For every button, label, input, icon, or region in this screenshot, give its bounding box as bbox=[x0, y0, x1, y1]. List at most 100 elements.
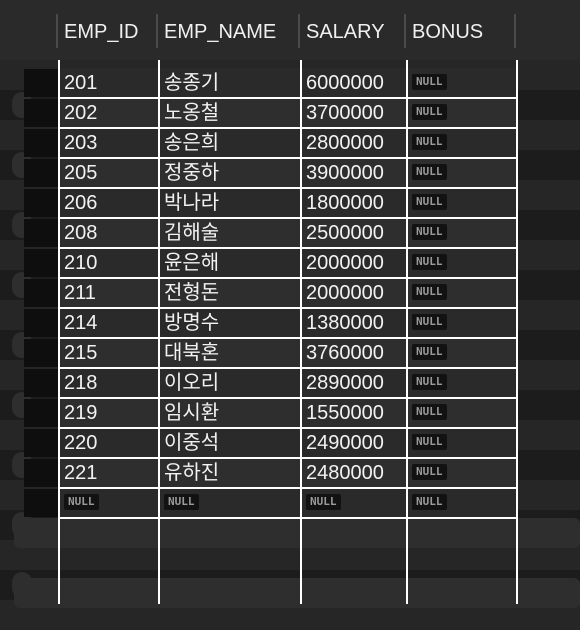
cell-emp-name[interactable]: 노옹철 bbox=[164, 102, 220, 124]
cell-salary[interactable]: 2000000 bbox=[306, 282, 384, 304]
table-row[interactable]: 205 정중하 3900000 NULL bbox=[58, 158, 518, 188]
table-row[interactable]: 219 임시환 1550000 NULL bbox=[58, 398, 518, 428]
empty-row-band bbox=[14, 518, 580, 548]
cell-salary[interactable]: 3700000 bbox=[306, 102, 384, 124]
row-selector[interactable] bbox=[24, 69, 58, 97]
cell-bonus[interactable]: NULL bbox=[406, 218, 516, 248]
cell-emp-name[interactable]: 김해술 bbox=[164, 222, 220, 244]
row-selector[interactable] bbox=[24, 489, 58, 517]
cell-salary[interactable]: 1380000 bbox=[306, 312, 384, 334]
cell-emp-id[interactable]: 220 bbox=[64, 432, 98, 454]
column-header-emp-id[interactable]: EMP_ID bbox=[64, 21, 139, 43]
row-selector[interactable] bbox=[24, 189, 58, 217]
cell-emp-id[interactable]: 215 bbox=[64, 342, 98, 364]
table-row[interactable]: 203 송은희 2800000 NULL bbox=[58, 128, 518, 158]
cell-bonus[interactable]: NULL bbox=[406, 428, 516, 458]
row-selector[interactable] bbox=[24, 369, 58, 397]
cell-bonus[interactable]: NULL bbox=[406, 128, 516, 158]
cell-emp-id[interactable]: 206 bbox=[64, 192, 98, 214]
cell-bonus[interactable]: NULL bbox=[406, 158, 516, 188]
cell-bonus[interactable]: NULL bbox=[406, 98, 516, 128]
cell-emp-name[interactable]: NULL bbox=[158, 488, 300, 518]
cell-bonus[interactable]: NULL bbox=[406, 68, 516, 98]
cell-bonus[interactable]: NULL bbox=[406, 248, 516, 278]
cell-salary[interactable]: NULL bbox=[300, 488, 406, 518]
cell-emp-id[interactable]: 203 bbox=[64, 132, 98, 154]
cell-emp-id[interactable]: 221 bbox=[64, 462, 98, 484]
cell-emp-id[interactable]: 219 bbox=[64, 402, 98, 424]
column-header-salary[interactable]: SALARY bbox=[306, 21, 385, 43]
cell-emp-id[interactable]: 210 bbox=[64, 252, 98, 274]
table-row[interactable]: 202 노옹철 3700000 NULL bbox=[58, 98, 518, 128]
row-selector[interactable] bbox=[24, 399, 58, 427]
cell-bonus[interactable]: NULL bbox=[406, 188, 516, 218]
cell-emp-name[interactable]: 임시환 bbox=[164, 402, 220, 424]
cell-bonus[interactable]: NULL bbox=[406, 368, 516, 398]
cell-emp-id[interactable]: 202 bbox=[64, 102, 98, 124]
cell-emp-name[interactable]: 이오리 bbox=[164, 372, 220, 394]
cell-bonus[interactable]: NULL bbox=[406, 308, 516, 338]
cell-emp-id[interactable]: 211 bbox=[64, 282, 96, 304]
cell-emp-name[interactable]: 정중하 bbox=[164, 162, 220, 184]
column-header-emp-name[interactable]: EMP_NAME bbox=[164, 21, 277, 43]
table-row[interactable]: 206 박나라 1800000 NULL bbox=[58, 188, 518, 218]
table-row[interactable]: 220 이중석 2490000 NULL bbox=[58, 428, 518, 458]
table-row[interactable]: 201 송종기 6000000 NULL bbox=[58, 68, 518, 98]
cell-salary[interactable]: 3760000 bbox=[306, 342, 384, 364]
column-separator[interactable] bbox=[404, 14, 406, 48]
cell-emp-id[interactable]: 208 bbox=[64, 222, 98, 244]
table-row[interactable]: 221 유하진 2480000 NULL bbox=[58, 458, 518, 488]
cell-emp-name[interactable]: 송은희 bbox=[164, 132, 220, 154]
table-row[interactable]: 214 방명수 1380000 NULL bbox=[58, 308, 518, 338]
cell-emp-name[interactable]: 유하진 bbox=[164, 462, 220, 484]
cell-bonus[interactable]: NULL bbox=[406, 398, 516, 428]
table-row[interactable]: 208 김해술 2500000 NULL bbox=[58, 218, 518, 248]
cell-emp-name[interactable]: 대북혼 bbox=[164, 342, 220, 364]
table-row[interactable]: 211 전형돈 2000000 NULL bbox=[58, 278, 518, 308]
cell-salary[interactable]: 2800000 bbox=[306, 132, 384, 154]
column-header-bonus[interactable]: BONUS bbox=[412, 21, 484, 43]
cell-bonus[interactable]: NULL bbox=[406, 488, 516, 518]
row-selector[interactable] bbox=[24, 129, 58, 157]
cell-emp-name[interactable]: 송종기 bbox=[164, 72, 220, 94]
cell-emp-id[interactable]: 201 bbox=[64, 72, 98, 94]
cell-emp-name[interactable]: 박나라 bbox=[164, 192, 220, 214]
cell-emp-name[interactable]: 전형돈 bbox=[164, 282, 220, 304]
column-separator[interactable] bbox=[156, 14, 158, 48]
row-selector[interactable] bbox=[24, 249, 58, 277]
cell-emp-id[interactable]: NULL bbox=[58, 488, 158, 518]
column-separator[interactable] bbox=[56, 14, 58, 48]
cell-bonus[interactable]: NULL bbox=[406, 338, 516, 368]
cell-salary[interactable]: 1800000 bbox=[306, 192, 384, 214]
row-selector[interactable] bbox=[24, 159, 58, 187]
row-selector[interactable] bbox=[24, 429, 58, 457]
row-selector[interactable] bbox=[24, 339, 58, 367]
cell-salary[interactable]: 2480000 bbox=[306, 462, 384, 484]
row-selector[interactable] bbox=[24, 219, 58, 247]
cell-emp-id[interactable]: 218 bbox=[64, 372, 98, 394]
cell-emp-name[interactable]: 윤은해 bbox=[164, 252, 220, 274]
cell-salary[interactable]: 1550000 bbox=[306, 402, 384, 424]
cell-salary[interactable]: 2490000 bbox=[306, 432, 384, 454]
row-selector[interactable] bbox=[24, 309, 58, 337]
cell-salary[interactable]: 2000000 bbox=[306, 252, 384, 274]
cell-emp-name[interactable]: 방명수 bbox=[164, 312, 220, 334]
column-separator[interactable] bbox=[298, 14, 300, 48]
cell-bonus[interactable]: NULL bbox=[406, 458, 516, 488]
table-row[interactable]: NULL NULL NULL NULL bbox=[58, 488, 518, 518]
cell-emp-id[interactable]: 205 bbox=[64, 162, 98, 184]
table-row[interactable]: 215 대북혼 3760000 NULL bbox=[58, 338, 518, 368]
cell-bonus[interactable]: NULL bbox=[406, 278, 516, 308]
cell-salary[interactable]: 3900000 bbox=[306, 162, 384, 184]
column-separator[interactable] bbox=[514, 14, 516, 48]
row-selector[interactable] bbox=[24, 99, 58, 127]
row-selector[interactable] bbox=[24, 459, 58, 487]
cell-salary[interactable]: 2500000 bbox=[306, 222, 384, 244]
cell-salary[interactable]: 6000000 bbox=[306, 72, 384, 94]
cell-salary[interactable]: 2890000 bbox=[306, 372, 384, 394]
table-row[interactable]: 218 이오리 2890000 NULL bbox=[58, 368, 518, 398]
cell-emp-id[interactable]: 214 bbox=[64, 312, 98, 334]
row-selector[interactable] bbox=[24, 279, 58, 307]
table-row[interactable]: 210 윤은해 2000000 NULL bbox=[58, 248, 518, 278]
cell-emp-name[interactable]: 이중석 bbox=[164, 432, 220, 454]
